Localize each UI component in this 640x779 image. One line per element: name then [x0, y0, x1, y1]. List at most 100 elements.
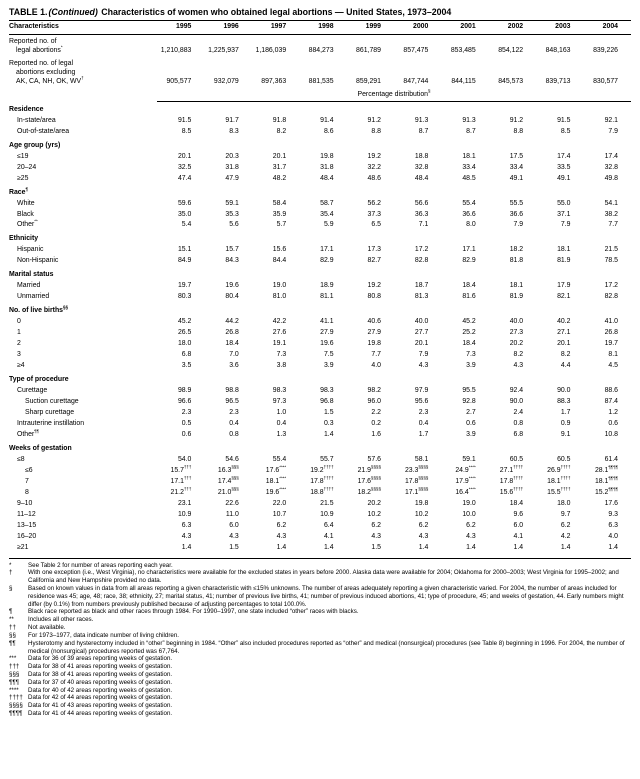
value-cell: 7.3	[466, 351, 476, 359]
value-cell: 47.4	[177, 174, 192, 182]
value-cell: 20.1	[557, 340, 571, 348]
value-cell: 18.7	[414, 282, 429, 290]
value-cell: 3.6	[229, 362, 239, 370]
value-cell: 7.7	[371, 351, 381, 359]
table-row: Reported no. of legal abortions* 1,210,883…	[9, 34, 631, 56]
value-cell: 59.6	[177, 199, 192, 207]
value-cell: 80.8	[367, 293, 381, 301]
value-cell: 2.7	[466, 408, 476, 416]
table-continued-label: (Continued)	[48, 7, 98, 17]
value-cell: 31.7	[272, 163, 287, 171]
section-heading: Weeks of gestation	[9, 444, 72, 452]
value-cell: 48.5	[462, 174, 476, 182]
value-cell: 1.4	[513, 543, 524, 551]
value-cell: 8.0	[466, 221, 476, 229]
value-cell: 54.0	[177, 455, 192, 463]
footnote-reference-marker: ¶¶¶¶	[608, 486, 618, 492]
value-cell: 3.9	[466, 362, 476, 370]
value-cell: 81.3	[414, 293, 429, 301]
value-cell: 17.8§§§§	[404, 475, 429, 485]
value-cell: 18.0	[557, 499, 571, 507]
year-column-header: 1996	[204, 21, 252, 35]
value-cell: 3.8	[276, 362, 287, 370]
table-row: 8 21.2††† 21.0§§§ 19.6**** 18.8†††† 18.2§§§§ 1…	[9, 486, 631, 499]
value-cell: 19.6****	[265, 486, 287, 496]
value-cell: 15.2¶¶¶¶	[594, 486, 618, 496]
footnote-reference-marker: ††††	[513, 464, 524, 470]
footnote-reference-marker: ****	[279, 486, 287, 492]
footnote: ** Includes all other races.	[9, 616, 631, 624]
footnote: * See Table 2 for number of areas reporti…	[9, 562, 631, 570]
footnote: *** Data for 36 of 39 areas reporting wee…	[9, 655, 631, 663]
value-cell: 4.0	[371, 362, 381, 370]
value-cell: 96.0	[367, 398, 381, 405]
value-cell: 8.2	[276, 127, 287, 135]
value-cell: 6.2	[418, 521, 429, 529]
value-cell: 4.1	[513, 532, 524, 540]
value-cell: 98.8	[225, 387, 239, 395]
value-cell: 56.6	[414, 199, 429, 207]
table-row: 20–24 32.5 31.8 31.7 31.8 32.2 32.8 33.4 33.4 33.…	[9, 163, 631, 174]
value-cell: 2.4	[513, 408, 524, 416]
table-row: ≤19 20.1 20.3 20.1 19.8 19.2 18.8 18.1 17.5 17.4 1…	[9, 152, 631, 163]
value-cell: 0.3	[323, 419, 334, 427]
section-heading: No. of live births§§	[9, 304, 68, 315]
value-cell: 19.1	[272, 340, 287, 348]
footnote-marker: ****	[9, 686, 19, 694]
footnote-marker: *	[9, 561, 12, 569]
footnote-reference-marker: §§§§	[418, 464, 429, 470]
value-cell: 1,186,039	[255, 46, 287, 54]
footnote-text: Data for 42 of 44 areas reporting weeks …	[28, 694, 173, 702]
footnote-text: Data for 36 of 39 areas reporting weeks …	[28, 655, 173, 663]
value-cell: 1.5	[371, 543, 381, 551]
value-cell: 81.1	[320, 293, 334, 301]
footnote-text: Data for 38 of 41 areas reporting weeks …	[28, 670, 173, 678]
value-cell: 5.4	[181, 221, 192, 229]
footnote-text: For 1973–1977, data indicate number of l…	[28, 631, 180, 639]
value-cell: 2.3	[229, 408, 239, 416]
footnote-reference-marker: §§§§	[371, 486, 381, 492]
row-label: Other**	[17, 219, 38, 229]
value-cell: 17.9	[557, 282, 571, 290]
value-cell: 81.9	[557, 257, 571, 265]
value-cell: 31.8	[320, 163, 334, 171]
value-cell: 92.4	[509, 387, 524, 395]
footnote: §§§ Data for 38 of 41 areas reporting wee…	[9, 671, 631, 679]
value-cell: 15.7	[225, 246, 239, 254]
footnote-reference-marker: §§	[62, 304, 68, 310]
footnote-reference-marker: ††††	[323, 486, 334, 492]
value-cell: 0.6	[608, 419, 618, 427]
year-column-header: 1999	[346, 21, 394, 35]
value-cell: 58.7	[320, 199, 334, 207]
value-cell: 20.2	[367, 499, 381, 507]
footnote-text: Data for 41 of 43 areas reporting weeks …	[28, 702, 173, 710]
footnote-marker: ¶	[9, 608, 13, 616]
value-cell: 8.8	[371, 127, 381, 135]
value-cell: 45.2	[462, 318, 476, 326]
footnote-reference-marker: §§§§	[418, 486, 429, 492]
value-cell: 932,079	[213, 77, 239, 85]
footnote: ¶¶¶¶ Data for 41 of 44 areas reporting we…	[9, 710, 631, 718]
value-cell: 4.0	[608, 532, 618, 540]
value-cell: 56.2	[367, 199, 381, 207]
table-row: Race¶	[9, 185, 631, 199]
value-cell: 21.5	[604, 246, 618, 254]
value-cell: 27.1	[557, 329, 571, 337]
value-cell: 61.4	[604, 455, 618, 463]
value-cell: 881,535	[308, 77, 334, 85]
value-cell: 57.6	[367, 455, 381, 463]
value-cell: 10.8	[604, 430, 618, 438]
footnote-reference-marker: †††	[183, 486, 192, 492]
value-cell: 91.3	[414, 116, 429, 124]
value-cell: 7.5	[323, 351, 334, 359]
value-cell: 37.3	[367, 210, 381, 218]
footnote-reference-marker: ††††	[323, 475, 334, 481]
value-cell: 7.1	[418, 221, 429, 229]
row-label: ≥4	[17, 362, 25, 370]
value-cell: 845,573	[498, 77, 524, 85]
value-cell: 48.6	[367, 174, 381, 182]
row-label: Out-of-state/area	[17, 127, 70, 135]
value-cell: 81.9	[509, 293, 524, 301]
table-row: Reported no. of legal abortions excluding…	[9, 57, 631, 88]
year-column-header: 2002	[488, 21, 537, 35]
